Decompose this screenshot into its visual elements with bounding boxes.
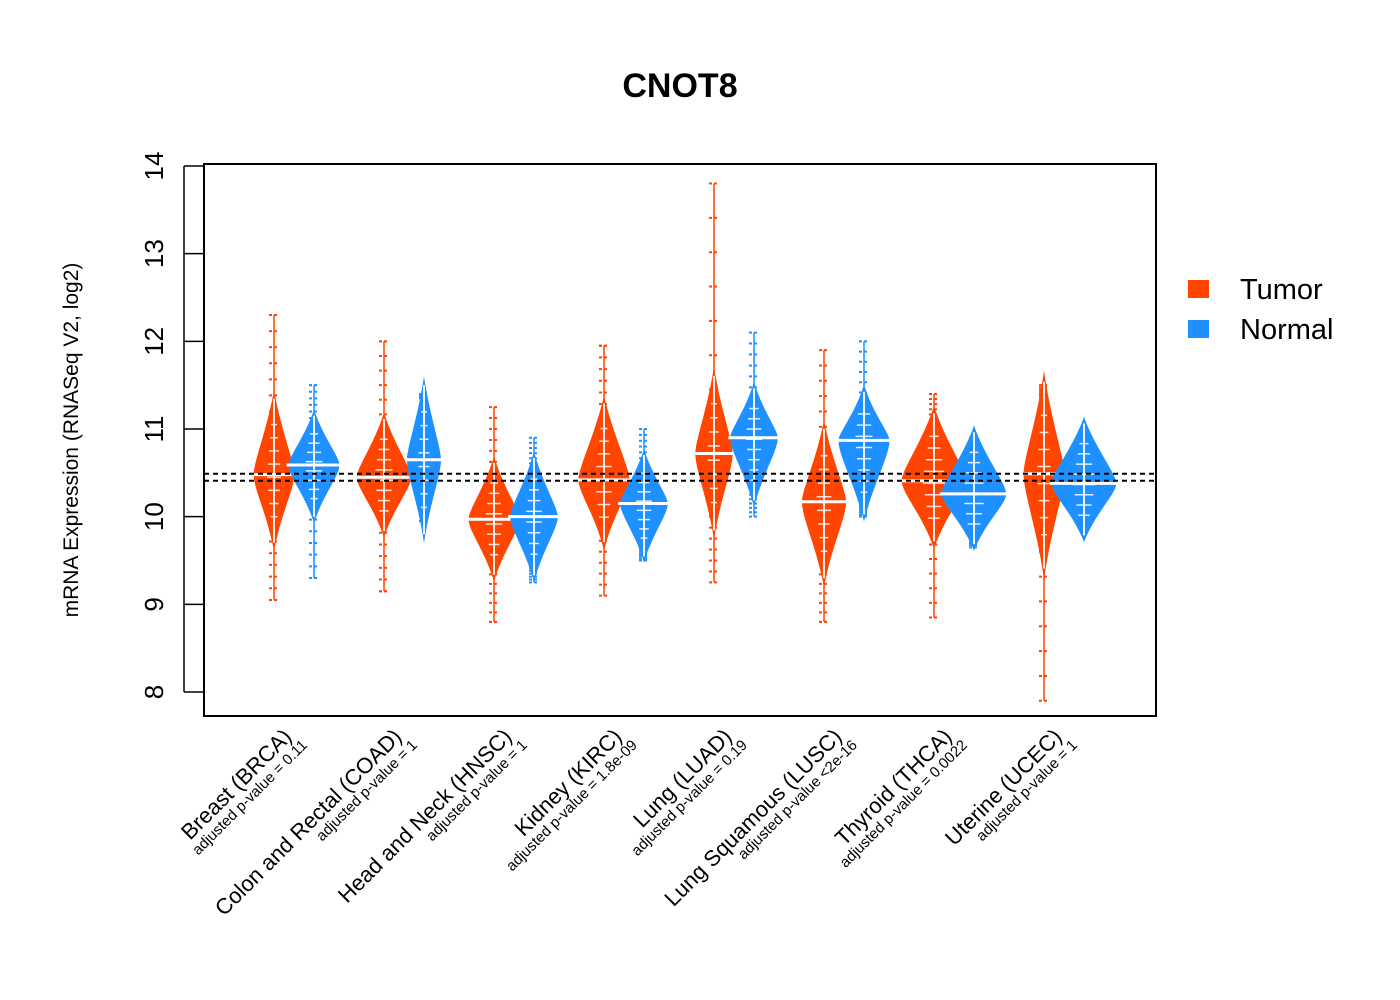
pvalue-label: adjusted p-value = 0.0022 (836, 737, 970, 871)
x-tick-label: Kidney (KIRC) (509, 724, 626, 841)
plot-frame (203, 163, 1157, 717)
tumor-violin (1021, 370, 1067, 702)
tumor-violin (466, 406, 522, 623)
y-tick-label: 13 (139, 239, 169, 268)
y-tick-label: 8 (139, 685, 169, 699)
chart-title: CNOT8 (622, 67, 737, 105)
tumor-violin (354, 340, 414, 593)
y-axis: 8 9 10 11 12 13 14 (139, 152, 204, 699)
normal-violin (508, 436, 560, 584)
normal-violin (618, 428, 670, 563)
pvalue-label: adjusted p-value = 1.8e-09 (503, 737, 641, 875)
y-tick-label: 12 (139, 327, 169, 356)
tumor-violin (251, 314, 297, 601)
normal-violin (1049, 416, 1119, 543)
normal-violin (939, 425, 1009, 551)
tumor-violin (799, 349, 849, 623)
y-tick-label: 10 (139, 502, 169, 531)
x-axis-labels: Breast (BRCA)adjusted p-value = 0.11Colo… (176, 724, 1081, 921)
normal-violin (405, 376, 443, 544)
legend-swatch-tumor (1188, 280, 1209, 298)
tumor-violin (693, 182, 735, 584)
y-tick-label: 9 (139, 597, 169, 611)
legend-label-normal: Normal (1240, 314, 1333, 346)
tumor-violin (576, 344, 632, 597)
normal-violin (728, 331, 780, 518)
tumor-violin (899, 392, 969, 619)
y-tick-label: 14 (139, 152, 169, 181)
x-tick-label: Colon and Rectal (COAD) (210, 724, 407, 921)
plot-area (204, 182, 1156, 702)
legend-swatch-normal (1188, 320, 1209, 338)
y-axis-label: mRNA Expression (RNASeq V2, log2) (60, 263, 83, 618)
legend: Tumor Normal (1188, 274, 1333, 346)
legend-label-tumor: Tumor (1240, 274, 1323, 306)
x-tick-label: Breast (BRCA) (176, 724, 297, 845)
y-tick-label: 11 (139, 416, 169, 443)
x-tick-label: Lung Squamous (LUSC) (659, 724, 846, 911)
